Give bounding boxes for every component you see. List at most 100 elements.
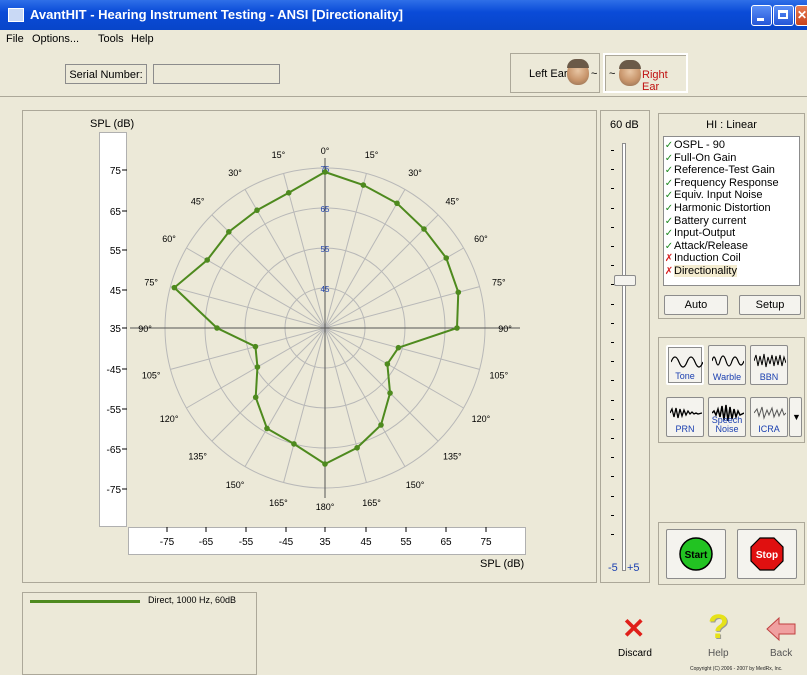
data-point xyxy=(395,344,402,351)
stimulus-icra-button[interactable]: ICRA xyxy=(750,397,788,437)
stop-button[interactable]: Stop xyxy=(737,529,797,579)
data-point xyxy=(254,207,260,214)
right-ear-hair-icon xyxy=(619,60,641,69)
angle-label: 0° xyxy=(321,146,330,156)
polar-spoke xyxy=(283,173,326,329)
angle-label: 150° xyxy=(226,480,245,490)
polar-spoke xyxy=(324,327,480,370)
stimulus-speech-noise-button[interactable]: Speech Noise xyxy=(708,397,746,437)
setup-button[interactable]: Setup xyxy=(739,295,801,315)
polar-spoke xyxy=(324,327,439,442)
help-icon[interactable]: ? xyxy=(708,608,729,646)
test-item[interactable]: ✓Attack/Release xyxy=(664,240,748,253)
ring-label: 45 xyxy=(321,285,330,294)
test-item[interactable]: ✓Equiv. Input Noise xyxy=(664,189,763,202)
x-tick-label: -45 xyxy=(279,537,294,548)
x-tick-label: 35 xyxy=(319,537,331,548)
back-arrow-icon[interactable] xyxy=(765,615,797,643)
auto-button[interactable]: Auto xyxy=(664,295,728,315)
level-step-up[interactable]: +5 xyxy=(627,562,640,574)
ring-label: 55 xyxy=(321,245,330,254)
minimize-button[interactable] xyxy=(751,5,772,26)
check-icon: ✓ xyxy=(664,203,674,214)
level-slider-thumb[interactable] xyxy=(614,275,636,286)
test-item[interactable]: ✓Harmonic Distortion xyxy=(664,202,771,215)
slider-tick xyxy=(611,265,614,266)
polar-spoke xyxy=(324,327,367,483)
tone-wave-icon xyxy=(671,356,703,368)
x-tick-label: 75 xyxy=(480,537,492,548)
level-slider-track[interactable] xyxy=(622,143,626,571)
test-item-label: Directionality xyxy=(674,265,737,277)
angle-label: 15° xyxy=(272,150,286,160)
data-point xyxy=(214,325,220,331)
angle-label: 105° xyxy=(490,371,509,381)
data-point xyxy=(384,361,391,367)
slider-tick xyxy=(611,188,614,189)
angle-label: 150° xyxy=(406,480,425,490)
test-list[interactable]: ✓OSPL - 90 ✓Full-On Gain ✓Reference-Test G… xyxy=(663,136,800,286)
slider-tick xyxy=(611,169,614,170)
menu-options[interactable]: Options... xyxy=(32,33,80,45)
angle-label: 135° xyxy=(188,451,207,461)
left-ear-button[interactable]: Left Ear ~ xyxy=(510,53,600,93)
slider-tick xyxy=(611,150,614,151)
polar-spoke xyxy=(324,189,406,329)
y-axis-panel xyxy=(99,132,127,527)
y-tick-label: 65 xyxy=(110,207,122,218)
menu-help[interactable]: Help xyxy=(131,33,154,45)
test-item[interactable]: ✗Induction Coil xyxy=(664,252,741,265)
back-label[interactable]: Back xyxy=(770,648,793,659)
test-item[interactable]: ✓Battery current xyxy=(664,215,746,228)
test-item[interactable]: ✗Directionality xyxy=(664,265,737,278)
y-tick-label: -45 xyxy=(107,365,122,376)
stimulus-tone-button[interactable]: Tone xyxy=(666,345,704,385)
y-axis-label: SPL (dB) xyxy=(90,118,135,130)
test-item[interactable]: ✓OSPL - 90 xyxy=(664,139,725,152)
maximize-button[interactable] xyxy=(773,5,794,26)
test-item[interactable]: ✓Full-On Gain xyxy=(664,152,737,165)
slider-tick xyxy=(611,534,614,535)
check-icon: ✓ xyxy=(664,228,674,240)
check-icon: ✓ xyxy=(664,240,674,252)
stimulus-warble-button[interactable]: Warble xyxy=(708,345,746,385)
right-ear-arrow-icon: ~ xyxy=(609,68,616,80)
menu-tools[interactable]: Tools xyxy=(98,33,124,45)
y-tick-label: -55 xyxy=(107,405,122,416)
data-point xyxy=(454,325,460,331)
slider-tick xyxy=(611,419,614,420)
check-icon: ✓ xyxy=(664,177,674,189)
right-ear-label: Right Ear xyxy=(642,69,668,93)
stimulus-prn-button[interactable]: PRN xyxy=(666,397,704,437)
test-item[interactable]: ✓Reference-Test Gain xyxy=(664,164,775,177)
test-item[interactable]: ✓Frequency Response xyxy=(664,177,779,190)
test-item[interactable]: ✓Input-Output xyxy=(664,227,735,240)
polar-spoke xyxy=(170,286,326,329)
close-button[interactable] xyxy=(795,5,807,26)
prn-noise-icon xyxy=(670,407,702,419)
polar-spoke xyxy=(324,247,464,329)
right-ear-button[interactable]: ~ Right Ear xyxy=(603,53,688,93)
y-tick-label: 45 xyxy=(110,286,122,297)
legend-box xyxy=(22,592,257,675)
test-item-label: Battery current xyxy=(674,214,747,227)
discard-icon[interactable]: ✕ xyxy=(622,613,646,644)
level-step-down[interactable]: -5 xyxy=(608,562,618,574)
slider-tick xyxy=(611,323,614,324)
serial-number-input[interactable] xyxy=(153,64,280,84)
polar-spoke xyxy=(283,327,326,483)
angle-label: 120° xyxy=(160,414,179,424)
slider-tick xyxy=(611,208,614,209)
start-button[interactable]: Start xyxy=(666,529,726,579)
menu-file[interactable]: File xyxy=(6,33,24,45)
help-label[interactable]: Help xyxy=(708,648,729,659)
stimulus-bbn-button[interactable]: BBN xyxy=(750,345,788,385)
angle-label: 180° xyxy=(316,502,335,512)
polar-spoke xyxy=(170,327,326,370)
data-point xyxy=(354,444,360,451)
slider-tick xyxy=(611,515,614,516)
slider-tick xyxy=(611,438,614,439)
stimulus-more-button[interactable]: ▼ xyxy=(789,397,802,437)
x-tick-label: 45 xyxy=(360,537,372,548)
discard-label[interactable]: Discard xyxy=(618,648,652,659)
